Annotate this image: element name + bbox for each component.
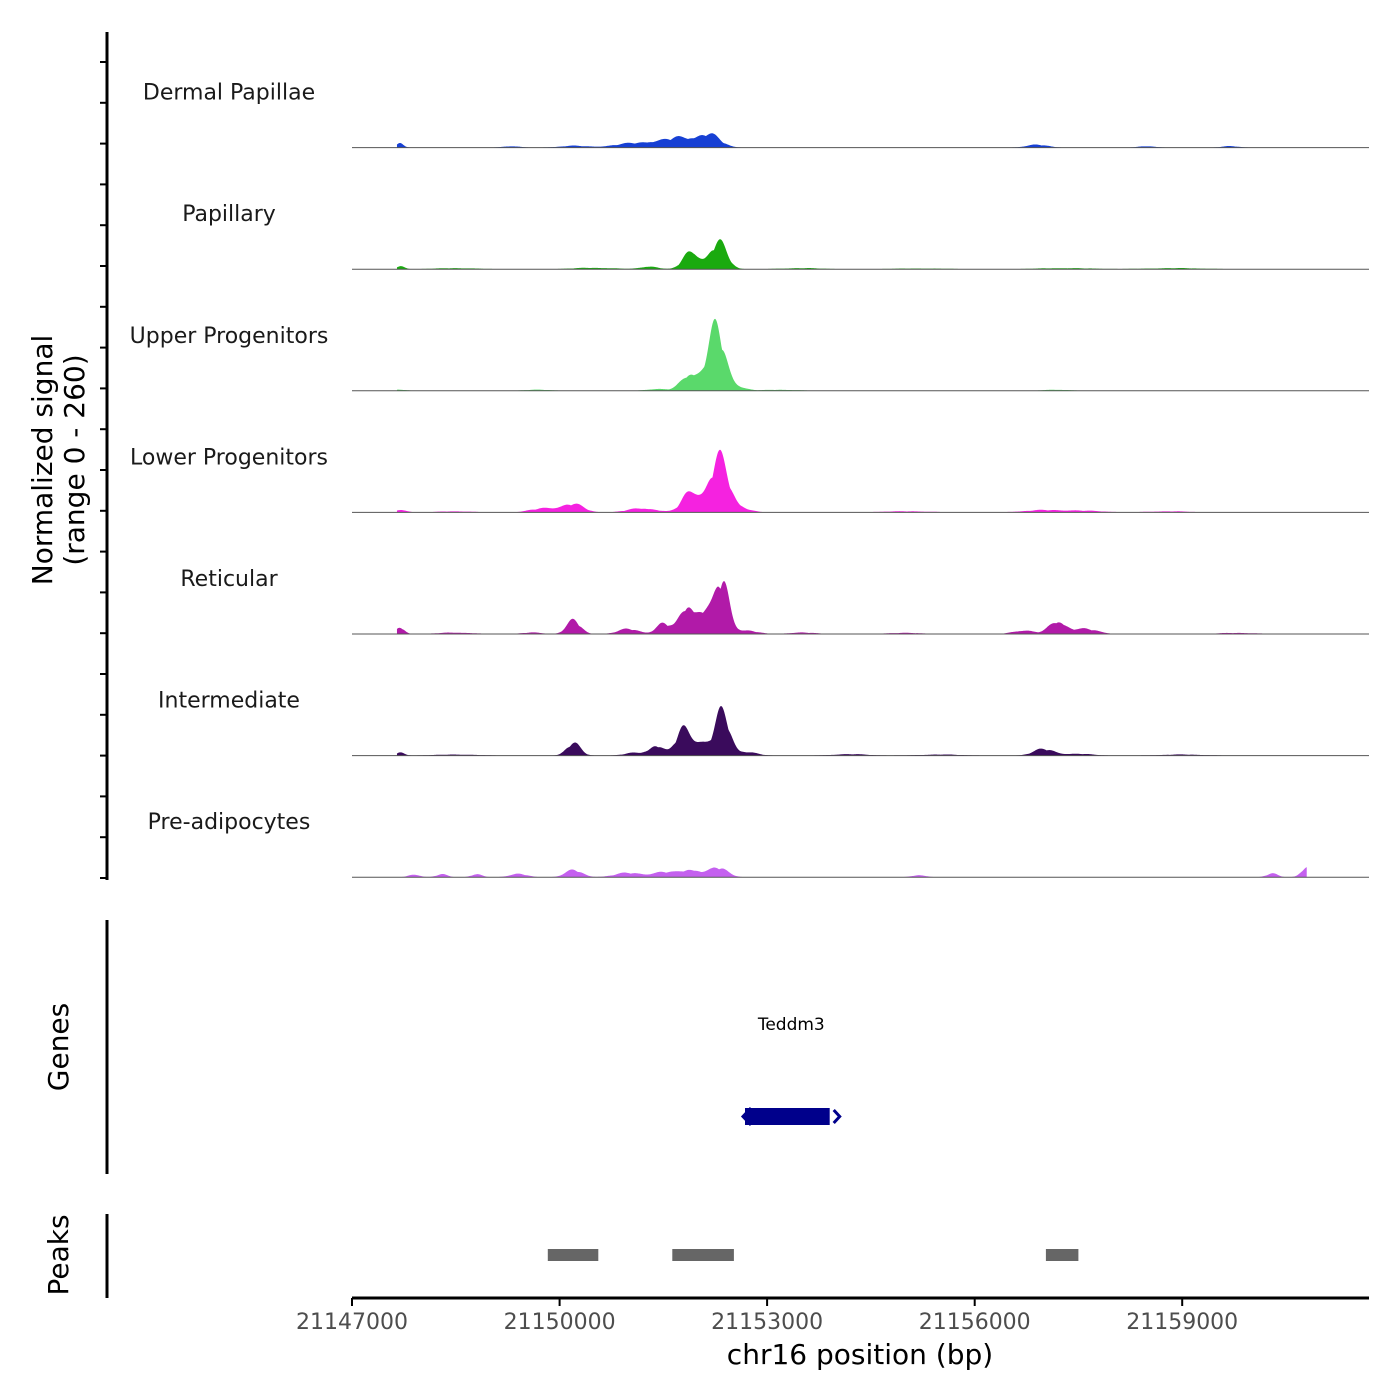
gene-strand-arrow (740, 1106, 753, 1127)
track-lower-progenitors: Lower Progenitors (130, 445, 1369, 513)
track-intermediate: Intermediate (158, 689, 1369, 757)
peak-region (672, 1249, 734, 1261)
gene-track: Teddm3 (740, 1015, 842, 1127)
x-tick-label: 21147000 (296, 1310, 408, 1335)
track-label: Upper Progenitors (130, 324, 329, 349)
x-axis-title: chr16 position (bp) (727, 1338, 993, 1371)
signal-area (396, 867, 1307, 878)
peak-track (547, 1249, 1079, 1261)
x-tick-label: 21153000 (711, 1310, 823, 1335)
gene-body (745, 1108, 830, 1125)
gene-end-arrow (832, 1108, 842, 1125)
track-label: Pre-adipocytes (148, 810, 311, 835)
track-upper-progenitors: Upper Progenitors (130, 318, 1369, 392)
y-axis-title-line1: Normalized signal (26, 335, 59, 586)
track-label: Dermal Papillae (143, 81, 315, 106)
signal-area (396, 449, 1307, 513)
coverage-tracks: Dermal Papillae Papillary Upper Progenitor… (130, 81, 1369, 878)
track-label: Reticular (180, 567, 278, 592)
track-papillary: Papillary (182, 202, 1369, 270)
peaks-axis-title: Peaks (42, 1214, 75, 1295)
track-label: Papillary (182, 202, 276, 227)
genes-axis-title: Genes (42, 1003, 75, 1091)
signal-area (396, 706, 1307, 756)
track-pre-adipocytes: Pre-adipocytes (148, 810, 1369, 878)
x-axis-ticks: 21147000 21150000 21153000 21156000 21159000 (296, 1298, 1238, 1335)
signal-y-axis-ticks (100, 61, 107, 879)
signal-area (396, 239, 1307, 270)
x-tick-label: 21156000 (919, 1310, 1031, 1335)
track-label: Intermediate (158, 689, 300, 714)
peak-region (547, 1249, 599, 1261)
peak-region (1045, 1249, 1079, 1261)
track-dermal-papillae: Dermal Papillae (143, 81, 1369, 149)
gene-label: Teddm3 (757, 1015, 825, 1035)
y-axis-title-line2: (range 0 - 260) (58, 354, 91, 565)
signal-area (396, 581, 1307, 634)
track-label: Lower Progenitors (130, 445, 328, 470)
x-tick-label: 21159000 (1126, 1310, 1238, 1335)
signal-area (396, 133, 1307, 148)
signal-area (396, 318, 1307, 391)
track-reticular: Reticular (180, 567, 1369, 635)
x-tick-label: 21150000 (504, 1310, 616, 1335)
